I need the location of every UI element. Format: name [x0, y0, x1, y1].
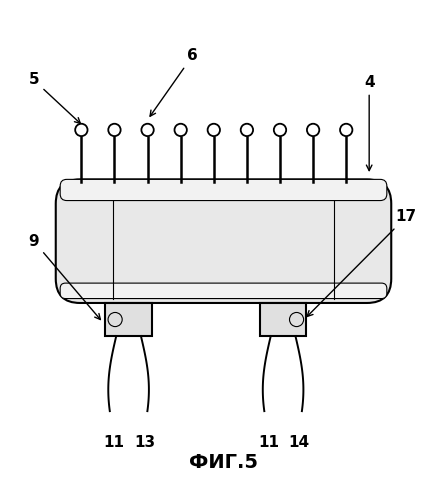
Text: 5: 5 — [28, 72, 80, 124]
Bar — [105, 303, 152, 336]
Text: 14: 14 — [288, 434, 310, 450]
Text: 6: 6 — [150, 48, 198, 116]
Circle shape — [307, 124, 319, 136]
Circle shape — [75, 124, 88, 136]
Circle shape — [141, 124, 154, 136]
Circle shape — [207, 124, 220, 136]
Text: ФИГ.5: ФИГ.5 — [189, 454, 258, 472]
FancyBboxPatch shape — [60, 283, 387, 298]
Text: 11: 11 — [258, 434, 279, 450]
Circle shape — [340, 124, 352, 136]
Text: 4: 4 — [364, 74, 375, 170]
Text: 11: 11 — [104, 434, 125, 450]
Bar — [260, 303, 306, 336]
Circle shape — [108, 124, 121, 136]
Text: 17: 17 — [307, 210, 417, 316]
Text: 9: 9 — [28, 234, 101, 320]
Circle shape — [274, 124, 286, 136]
Text: 13: 13 — [134, 434, 155, 450]
FancyBboxPatch shape — [56, 180, 391, 303]
Circle shape — [241, 124, 253, 136]
Circle shape — [174, 124, 187, 136]
FancyBboxPatch shape — [60, 180, 387, 201]
